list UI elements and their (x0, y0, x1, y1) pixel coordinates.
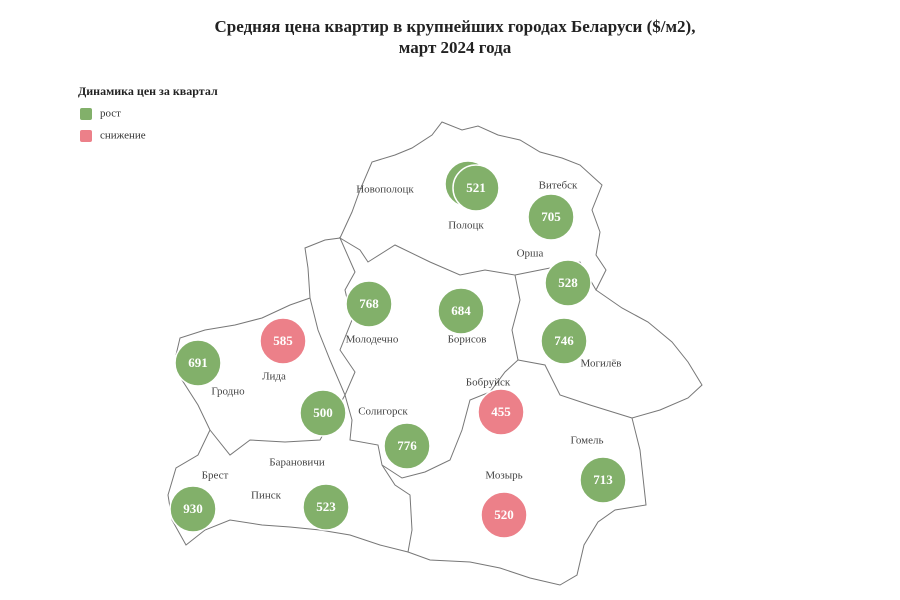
region-border (209, 297, 346, 456)
border (167, 121, 703, 586)
city-label: Солигорск (358, 406, 408, 418)
city-value: 684 (451, 303, 471, 318)
legend-swatch (80, 108, 92, 120)
region-border (517, 359, 633, 419)
city-value: 523 (316, 499, 336, 514)
city-value: 768 (359, 296, 379, 311)
city-label: Бобруйск (466, 377, 511, 389)
subtitle: март 2024 года (399, 38, 512, 57)
city-bubble (302, 483, 350, 531)
city-label: Орша (517, 248, 544, 260)
city-value: 691 (188, 355, 208, 370)
city-value: 528 (558, 275, 578, 290)
city-bubble (345, 280, 393, 328)
city-bubble (452, 164, 500, 212)
city-label: Лида (262, 371, 286, 383)
region-border (381, 464, 413, 553)
city-label: Новополоцк (356, 184, 414, 196)
city-bubble (299, 389, 347, 437)
legend-label: снижение (100, 130, 146, 142)
city-label: Молодечно (346, 334, 399, 346)
city-bubble (259, 317, 307, 365)
city-bubble (527, 193, 575, 241)
city-label: Борисов (448, 334, 487, 346)
cities: Новополоцк Полоцк Витебск Орша Могилёв Борисо… (169, 160, 627, 539)
region-border (338, 236, 521, 479)
legend-label: рост (100, 108, 121, 120)
city-bubble (383, 422, 431, 470)
title: Средняя цена квартир в крупнейших города… (215, 17, 696, 36)
city-bubble (544, 259, 592, 307)
legend-swatch (80, 130, 92, 142)
city-label: Могилёв (581, 358, 622, 370)
city-value: 776 (397, 438, 417, 453)
city-label: Полоцк (448, 220, 484, 232)
city-value: 930 (183, 501, 203, 516)
city-value: 500 (313, 405, 333, 420)
city-value: 705 (541, 209, 561, 224)
city-label: Гродно (211, 386, 245, 398)
city-value: 521 (466, 180, 486, 195)
city-label: Витебск (539, 180, 578, 192)
city-label: Брест (202, 470, 229, 482)
legend: рост снижение (80, 108, 146, 142)
city-value: 746 (554, 333, 574, 348)
legend-title: Динамика цен за квартал (78, 84, 218, 98)
city-bubble (579, 456, 627, 504)
city-value: 585 (273, 333, 293, 348)
city-label: Барановичи (269, 457, 325, 469)
city-label: Мозырь (485, 470, 522, 482)
city-label: Пинск (251, 490, 282, 502)
city-label: Гомель (570, 435, 603, 447)
city-bubble (169, 485, 217, 533)
city-bubble (540, 317, 588, 365)
city-bubble (437, 287, 485, 335)
city-bubble (480, 491, 528, 539)
city-bubble (174, 339, 222, 387)
city-value: 455 (491, 404, 511, 419)
city-value: 520 (494, 507, 514, 522)
country-map (167, 121, 703, 586)
city-value: 713 (593, 472, 613, 487)
city-bubble (477, 388, 525, 436)
